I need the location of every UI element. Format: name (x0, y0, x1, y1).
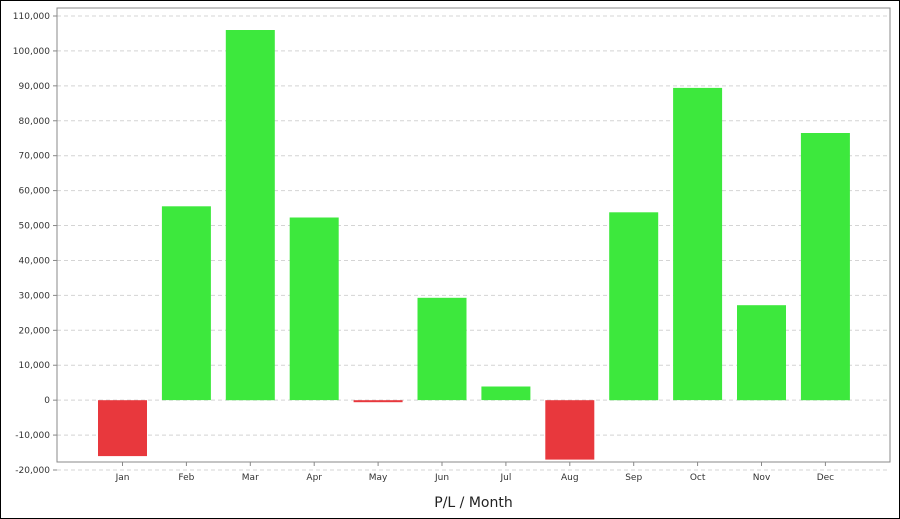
y-tick-label: 90,000 (19, 82, 51, 92)
x-tick-label: Jan (115, 473, 130, 483)
x-tick-label: Jul (499, 473, 511, 483)
x-tick-label: Nov (753, 473, 771, 483)
bar-apr (289, 217, 339, 401)
x-tick-label: May (369, 473, 388, 483)
axes (56, 7, 891, 463)
bar-oct (673, 87, 723, 401)
y-tick-label: 40,000 (19, 256, 51, 266)
y-tick-label: 110,000 (13, 12, 50, 22)
y-tick-label: 70,000 (19, 152, 51, 162)
bar-jan (98, 400, 147, 457)
y-tick-label: 10,000 (19, 361, 51, 371)
bar-nov (737, 305, 786, 401)
x-axis-title: P/L / Month (434, 495, 512, 511)
x-tick-label: Aug (561, 473, 579, 483)
x-tick-label: Dec (817, 473, 834, 483)
y-axis-ticks: -20,000 -10,000 0 10,000 20,000 30,000 40,000 5… (13, 12, 57, 476)
y-tick-label: 80,000 (19, 117, 51, 127)
x-tick-label: Oct (690, 473, 706, 483)
plot-border (56, 7, 891, 463)
x-tick-label: Mar (242, 473, 259, 483)
bar-feb (161, 206, 211, 401)
y-tick-label: 20,000 (19, 326, 51, 336)
bar-jul (481, 386, 531, 401)
bar-may (353, 400, 403, 403)
x-tick-label: Jun (434, 473, 449, 483)
bars (98, 30, 850, 460)
bar-mar (225, 30, 275, 401)
bar-sep (609, 212, 659, 401)
x-tick-label: Apr (306, 473, 322, 483)
y-tick-label: 100,000 (13, 47, 50, 57)
y-tick-label: 0 (44, 396, 50, 406)
bar-aug (545, 400, 595, 460)
y-tick-label: 50,000 (19, 222, 51, 232)
y-tick-label: 60,000 (19, 187, 51, 197)
y-tick-label: 30,000 (19, 291, 51, 301)
x-axis-ticks: Jan Feb Mar Apr May Jun Jul Aug Sep Oct Nov Dec (115, 462, 834, 483)
bar-dec (800, 133, 850, 401)
y-tick-label: -20,000 (15, 466, 50, 476)
y-tick-label: -10,000 (15, 431, 50, 441)
bar-jun (417, 297, 467, 401)
x-tick-label: Sep (625, 473, 642, 483)
x-tick-label: Feb (178, 473, 194, 483)
